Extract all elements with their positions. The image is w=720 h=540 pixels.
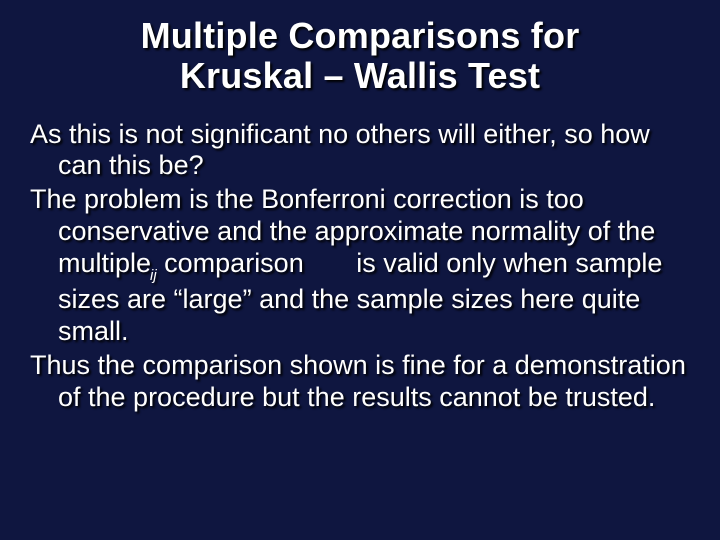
title-line-1: Multiple Comparisons for xyxy=(141,15,580,56)
body-text: As this is not significant no others wil… xyxy=(30,119,650,181)
slide-body: As this is not significant no others wil… xyxy=(30,119,690,414)
body-paragraph: Thus the comparison shown is fine for a … xyxy=(30,350,690,414)
slide-title: Multiple Comparisons for Kruskal – Walli… xyxy=(30,16,690,97)
body-paragraph: The problem is the Bonferroni correction… xyxy=(30,184,690,347)
body-text: Thus the comparison shown is fine for a … xyxy=(30,350,686,412)
title-line-2: Kruskal – Wallis Test xyxy=(180,55,540,96)
body-paragraph: As this is not significant no others wil… xyxy=(30,119,690,183)
subscript-text: ij xyxy=(150,268,157,284)
slide: Multiple Comparisons for Kruskal – Walli… xyxy=(0,0,720,540)
